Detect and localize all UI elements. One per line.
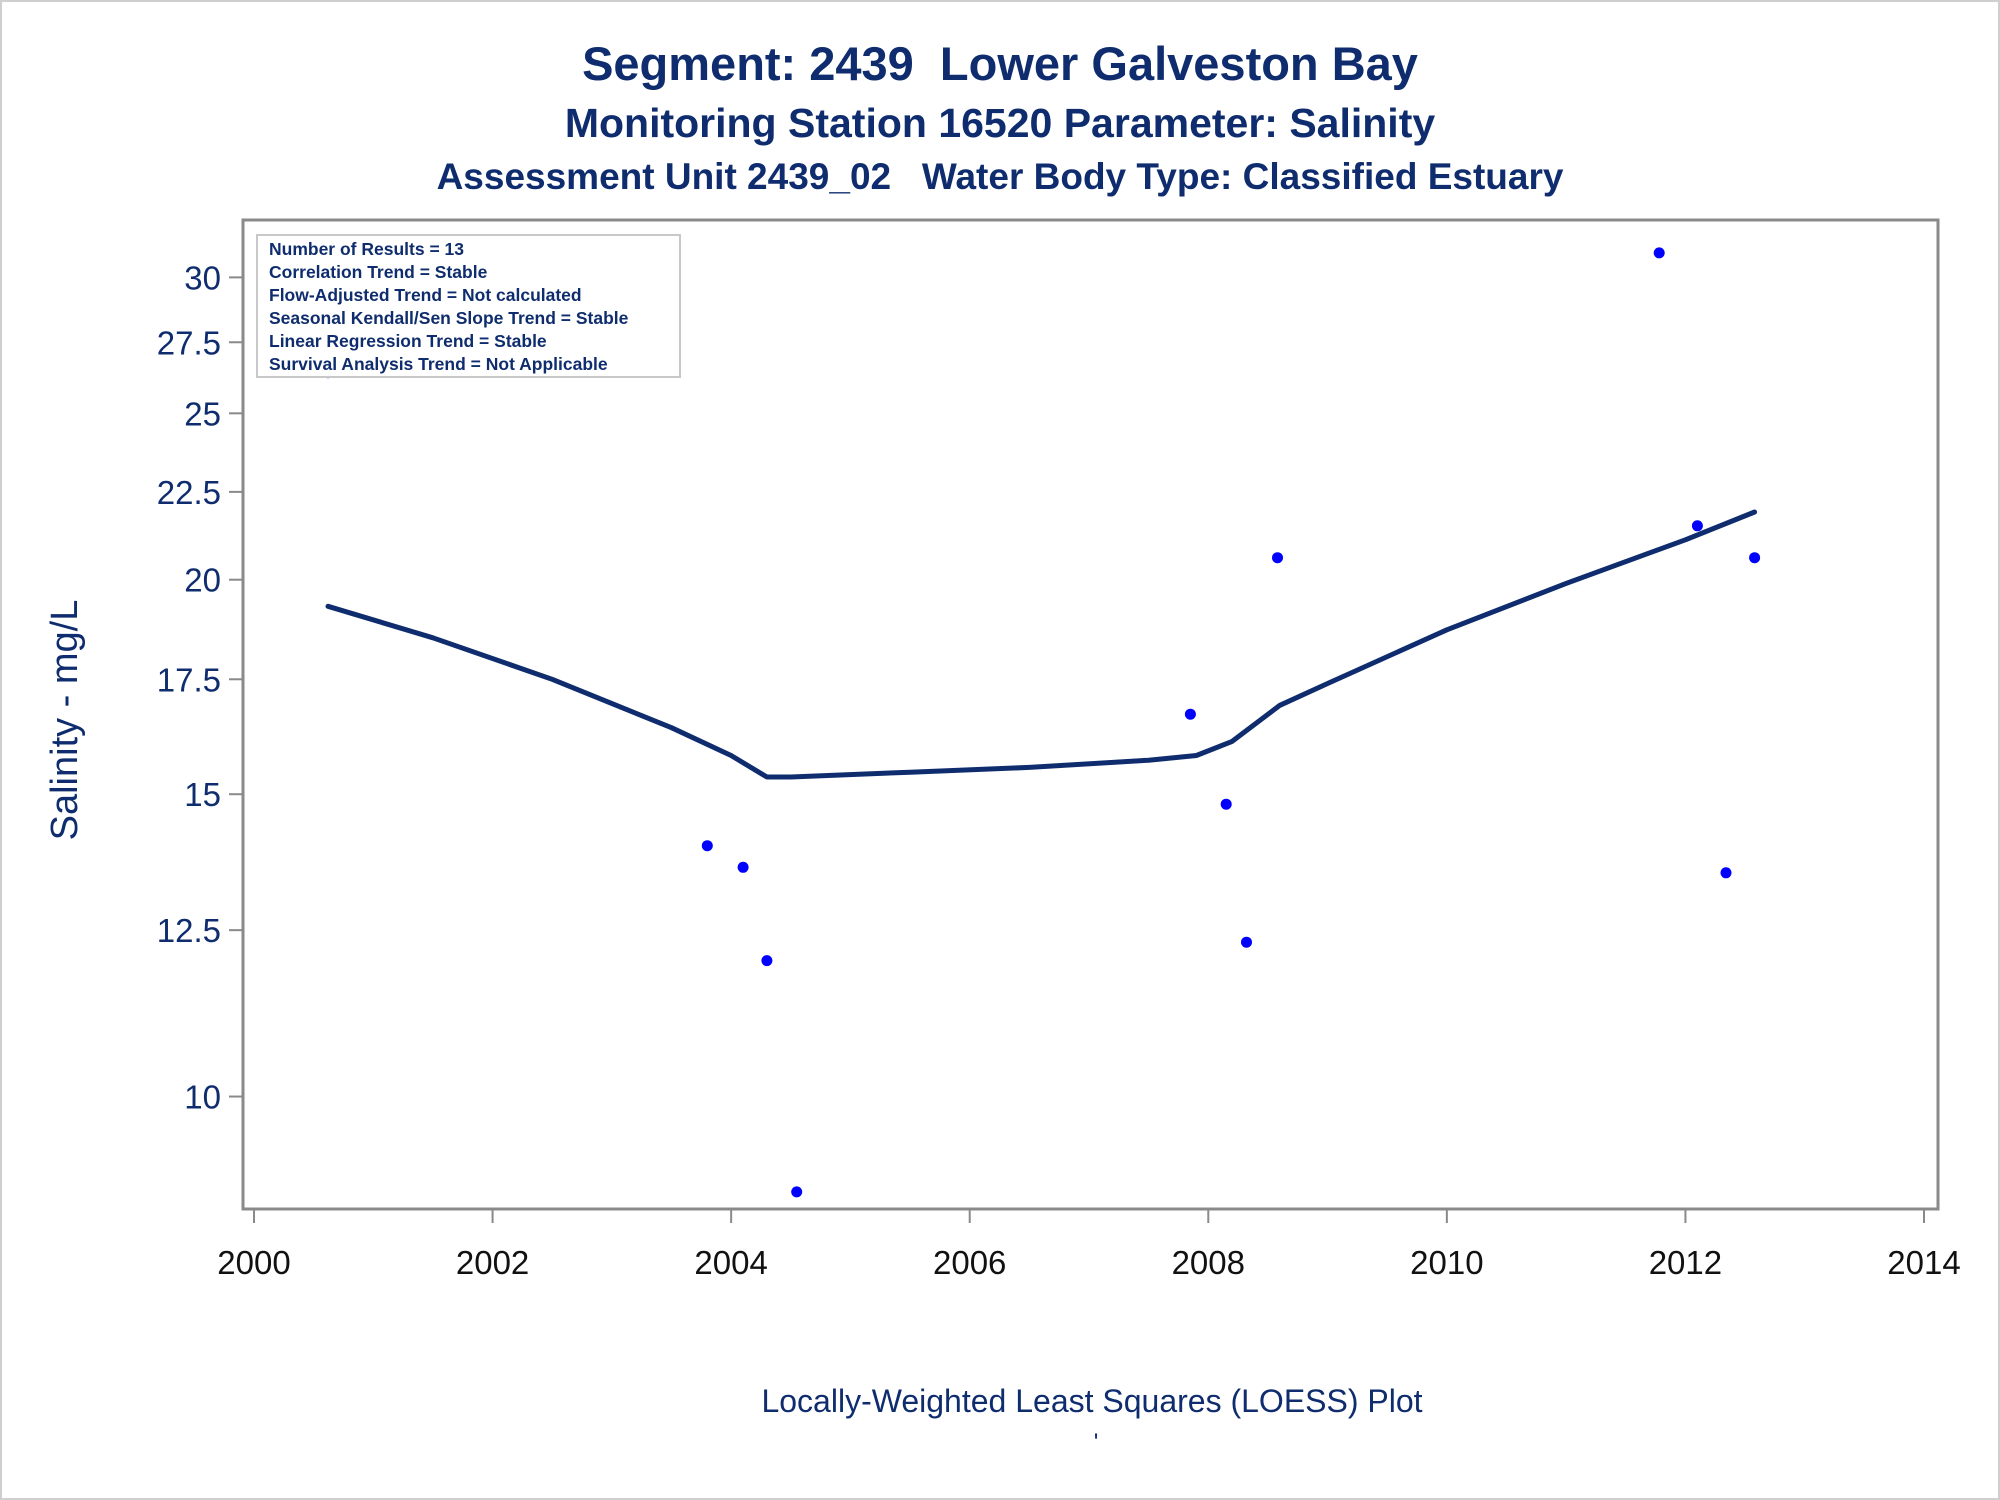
x-tick-label: 2014 <box>1887 1244 1960 1281</box>
x-tick-label: 2004 <box>694 1244 767 1281</box>
plot-area-frame <box>241 218 1940 1211</box>
data-point <box>791 1186 803 1198</box>
y-tick-label: 17.5 <box>157 661 221 698</box>
data-point <box>1691 520 1703 532</box>
scatter-points-layer <box>322 247 1761 1198</box>
footnote-mark: ' <box>1094 1429 1099 1456</box>
y-tick-label: 25 <box>184 395 221 432</box>
stats-box-border <box>256 234 681 378</box>
data-point <box>1184 708 1196 720</box>
data-point <box>737 861 749 873</box>
stats-line-correlation: Correlation Trend = Stable <box>269 262 488 282</box>
stats-line-results: Number of Results = 13 <box>269 239 464 259</box>
x-tick-label: 2012 <box>1649 1244 1722 1281</box>
y-tick-label: 20 <box>184 562 221 599</box>
x-tick-label: 2006 <box>933 1244 1006 1281</box>
y-tick-label: 15 <box>184 776 221 813</box>
x-tick-label: 2000 <box>217 1244 290 1281</box>
stats-line-flow-adjusted: Flow-Adjusted Trend = Not calculated <box>269 285 582 305</box>
x-tick-label: 2002 <box>456 1244 529 1281</box>
chart-subtitle-1: Monitoring Station 16520 Parameter: Sali… <box>564 100 1436 146</box>
stats-line-linear-regression: Linear Regression Trend = Stable <box>269 331 547 351</box>
data-point <box>1653 247 1665 259</box>
y-axis: 10 12.5 15 17.5 20 22.5 25 27.5 30 <box>157 259 243 1116</box>
data-point <box>1220 798 1232 810</box>
data-point <box>761 955 773 967</box>
y-tick-label: 30 <box>184 259 221 296</box>
data-point <box>1241 936 1252 948</box>
data-point <box>1749 552 1761 564</box>
y-axis-label: Salinity - mg/L <box>44 600 86 841</box>
data-point <box>1720 867 1732 879</box>
loess-line <box>325 509 1758 780</box>
stats-line-survival: Survival Analysis Trend = Not Applicable <box>269 354 608 374</box>
data-point <box>1272 552 1283 564</box>
x-axis: 2000 2002 2004 2006 2008 2010 2012 2014 <box>217 1209 1961 1281</box>
loess-line-layer <box>325 509 1758 780</box>
x-tick-label: 2008 <box>1172 1244 1245 1281</box>
chart-subtitle-2: Assessment Unit 2439_02 Water Body Type:… <box>436 156 1564 197</box>
y-tick-label: 22.5 <box>157 474 221 511</box>
stats-legend-box: Number of Results = 13 Correlation Trend… <box>256 234 681 378</box>
x-tick-label: 2010 <box>1410 1244 1483 1281</box>
chart-title: Segment: 2439 Lower Galveston Bay <box>582 37 1418 90</box>
y-tick-label: 10 <box>184 1079 221 1116</box>
stats-line-seasonal-kendall: Seasonal Kendall/Sen Slope Trend = Stabl… <box>269 308 629 328</box>
data-point <box>701 840 713 852</box>
y-tick-label: 27.5 <box>157 324 221 361</box>
x-axis-label: Locally-Weighted Least Squares (LOESS) P… <box>761 1383 1422 1419</box>
y-tick-label: 12.5 <box>157 912 221 949</box>
